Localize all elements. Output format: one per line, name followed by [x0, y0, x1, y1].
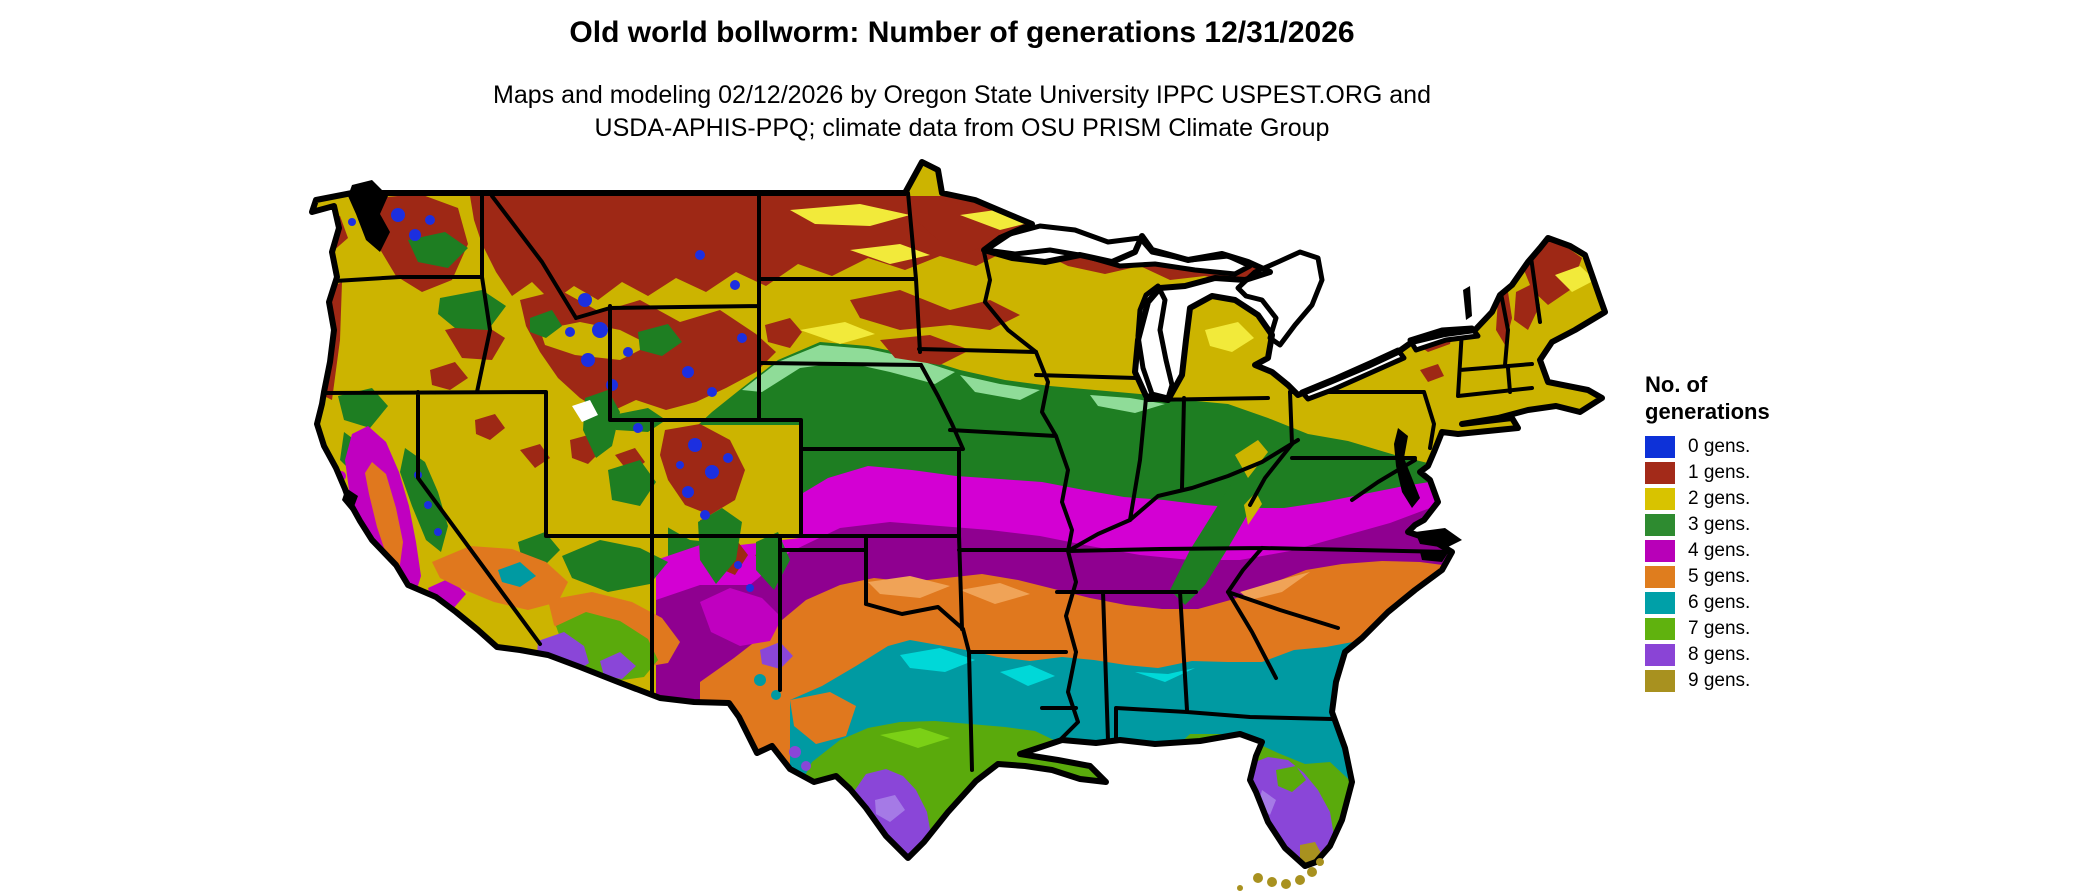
green7-highlight — [880, 728, 950, 748]
legend-swatch — [1645, 566, 1675, 588]
cyan-highlight — [1135, 668, 1195, 682]
legend-item: 7 gens. — [1645, 618, 1770, 640]
legend-swatch — [1645, 462, 1675, 484]
legend-item-label: 9 gens. — [1688, 670, 1751, 691]
zone-9-gens-keys — [1237, 858, 1324, 891]
legend-item: 2 gens. — [1645, 488, 1770, 510]
legend-item-label: 2 gens. — [1688, 488, 1751, 509]
nc-sounds — [1415, 528, 1462, 548]
legend-swatch — [1645, 488, 1675, 510]
san-francisco-bay — [342, 488, 358, 512]
orange-highlight — [960, 583, 1030, 604]
zone-8-gens-florida — [1250, 757, 1334, 866]
legend-item: 3 gens. — [1645, 514, 1770, 536]
legend-item: 0 gens. — [1645, 436, 1770, 458]
legend-item: 6 gens. — [1645, 592, 1770, 614]
legend-item: 5 gens. — [1645, 566, 1770, 588]
legend-title-line2: generations — [1645, 399, 1770, 424]
legend-item-label: 0 gens. — [1688, 436, 1751, 457]
legend-item-label: 8 gens. — [1688, 644, 1751, 665]
state-borders — [320, 191, 1542, 772]
legend-swatch — [1645, 618, 1675, 640]
legend-title: No. of generations — [1645, 371, 1770, 425]
legend-item: 9 gens. — [1645, 670, 1770, 692]
cyan-highlight — [900, 648, 975, 672]
lake-champlain — [1463, 286, 1472, 320]
nc-sounds — [1420, 550, 1450, 562]
map-title: Old world bollworm: Number of generation… — [569, 16, 1355, 49]
legend-swatch — [1645, 644, 1675, 666]
legend-item-label: 1 gens. — [1688, 462, 1751, 483]
water-bodies — [342, 180, 1472, 562]
map-subtitle-line2: USDA-APHIS-PPQ; climate data from OSU PR… — [594, 114, 1330, 142]
legend-title-line1: No. of — [1645, 372, 1708, 397]
orange-highlight — [1240, 572, 1310, 600]
legend: No. of generations 0 gens. 1 gens. 2 gens.… — [1645, 371, 1770, 696]
legend-item-label: 6 gens. — [1688, 592, 1751, 613]
legend-swatch — [1645, 514, 1675, 536]
legend-item-label: 5 gens. — [1688, 566, 1751, 587]
legend-swatch — [1645, 436, 1675, 458]
zone-0-gens-specks — [348, 208, 754, 592]
legend-item-label: 7 gens. — [1688, 618, 1751, 639]
orange-highlight — [868, 576, 950, 598]
chesapeake-bay — [1394, 428, 1420, 508]
map-subtitle: Maps and modeling 02/12/2026 by Oregon S… — [0, 79, 1924, 145]
purple-highlight — [875, 795, 905, 822]
legend-item-label: 3 gens. — [1688, 514, 1751, 535]
legend-item: 4 gens. — [1645, 540, 1770, 562]
lake-michigan — [1135, 283, 1175, 401]
legend-swatch — [1645, 592, 1675, 614]
green7-mottle — [1276, 766, 1306, 792]
legend-item: 1 gens. — [1645, 462, 1770, 484]
cyan-highlight — [1000, 665, 1055, 686]
puget-sound — [348, 180, 390, 252]
legend-items: 0 gens. 1 gens. 2 gens. 3 gens. 4 gens. 5 gen… — [1645, 436, 1770, 692]
legend-swatch — [1645, 540, 1675, 562]
legend-item: 8 gens. — [1645, 644, 1770, 666]
legend-item-label: 4 gens. — [1688, 540, 1751, 561]
map-subtitle-line1: Maps and modeling 02/12/2026 by Oregon S… — [493, 81, 1431, 109]
legend-swatch — [1645, 670, 1675, 692]
mint-highlight — [960, 375, 1040, 400]
